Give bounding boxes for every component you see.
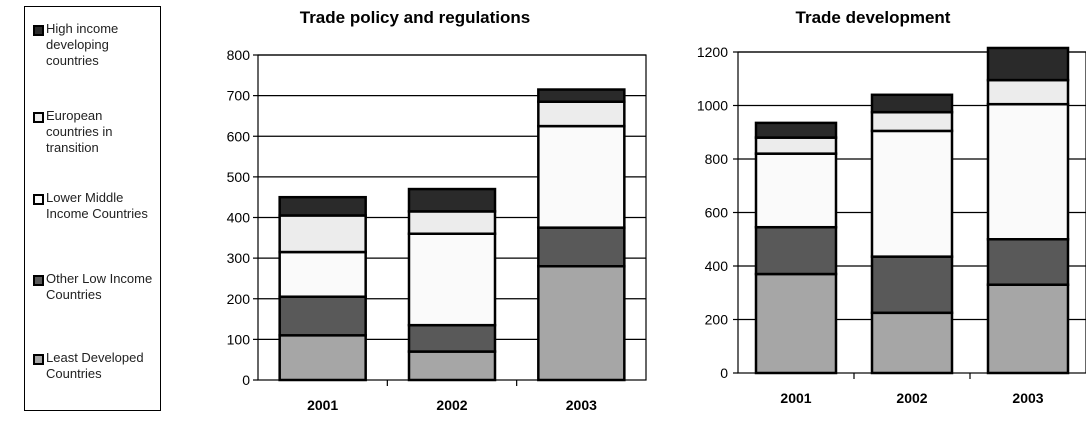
bar-segment (870, 93, 954, 114)
bar-segment (870, 255, 954, 315)
bar-segment (754, 136, 838, 155)
y-tick-label: 200 (705, 312, 729, 328)
y-tick-label: 1000 (697, 98, 728, 114)
bar-segment (537, 265, 626, 382)
bar-segment (407, 350, 497, 382)
bar-segment (278, 250, 367, 298)
x-tick-label: 2003 (1012, 390, 1043, 406)
bar-segment (986, 78, 1070, 106)
y-tick-label: 600 (227, 128, 251, 144)
bar-segment (754, 121, 838, 139)
y-tick-label: 0 (720, 365, 728, 381)
bar-segment (537, 226, 626, 268)
bar-segment (986, 238, 1070, 286)
chart-title: Trade development (795, 8, 951, 27)
bar-segment (407, 232, 497, 327)
y-tick-label: 600 (705, 205, 729, 221)
chart-plot: 0 100 200 300 400 500 600 700 800 2001 2002 2003 (227, 47, 647, 413)
chart-trade-policy: Trade policy and regulations 0 100 200 300 4… (180, 0, 650, 417)
bar-segment (407, 210, 497, 235)
x-tick-label: 2002 (436, 397, 467, 413)
y-tick-label: 400 (705, 258, 729, 274)
y-tick-label: 100 (227, 331, 251, 347)
bar-segment (407, 323, 497, 353)
x-tick-label: 2001 (780, 390, 811, 406)
bar-segment (986, 46, 1070, 82)
bar-segment (278, 195, 367, 217)
legend-label: European countries in transition (46, 108, 113, 155)
bar-segment (986, 102, 1070, 241)
y-tick-label: 0 (242, 372, 250, 388)
bar-segment (537, 124, 626, 229)
legend-swatch (33, 25, 44, 36)
chart-trade-development: Trade development 0 200 400 600 800 1000 1200 2… (660, 0, 1086, 417)
legend-label: High income developing countries (46, 21, 119, 68)
bar-segment (278, 334, 367, 382)
y-tick-label: 500 (227, 169, 251, 185)
x-tick-label: 2003 (566, 397, 597, 413)
chart-legend: High income developing countries Europea… (24, 6, 161, 411)
bar-segment (986, 283, 1070, 375)
legend-swatch (33, 194, 44, 205)
y-tick-label: 200 (227, 291, 251, 307)
bar-segment (870, 110, 954, 133)
bar-segment (278, 214, 367, 254)
x-tick-label: 2001 (307, 397, 338, 413)
legend-swatch (33, 354, 44, 365)
bar-segment (754, 225, 838, 276)
chart-plot: 0 200 400 600 800 1000 1200 2001 2002 2003 (697, 44, 1086, 406)
bar-segment (870, 311, 954, 375)
y-tick-label: 400 (227, 210, 251, 226)
bar-segment (754, 272, 838, 375)
x-tick-label: 2002 (896, 390, 927, 406)
bar-segment (407, 187, 497, 213)
bar-segment (278, 295, 367, 337)
y-tick-label: 700 (227, 88, 251, 104)
y-tick-label: 800 (227, 47, 251, 63)
legend-swatch (33, 112, 44, 123)
legend-label: Least Developed Countries (46, 350, 144, 381)
y-tick-label: 300 (227, 250, 251, 266)
legend-swatch (33, 275, 44, 286)
legend-label: Lower Middle Income Countries (46, 190, 148, 221)
chart-title: Trade policy and regulations (299, 8, 531, 27)
bar-segment (537, 88, 626, 103)
bar-segment (754, 152, 838, 229)
legend-label: Other Low Income Countries (46, 271, 153, 302)
y-tick-label: 1200 (697, 44, 728, 60)
y-tick-label: 800 (705, 151, 729, 167)
bar-segment (870, 129, 954, 258)
bar-segment (537, 100, 626, 128)
